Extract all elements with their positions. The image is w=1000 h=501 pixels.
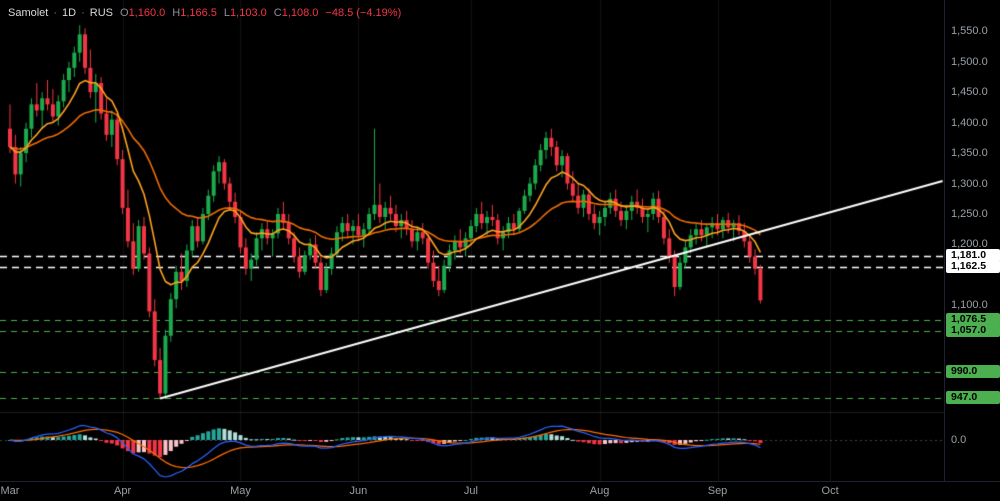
month-label: Oct [821, 485, 839, 497]
price-level-badge-green[interactable]: 947.0 [946, 391, 1000, 405]
price-level-badge-white[interactable]: 1,162.5 [946, 260, 1000, 274]
price-tick-label: 1,400.0 [951, 116, 988, 129]
symbol-name[interactable]: Samolet [8, 7, 49, 19]
ohlc-open-label: O [120, 7, 129, 19]
ohlc-close-value: 1,108.0 [281, 7, 319, 19]
month-label: May [230, 485, 251, 497]
market-label: RUS [89, 7, 113, 19]
time-axis[interactable]: Mar Apr May Jun Jul Aug Sep Oct [0, 481, 1000, 501]
price-axis[interactable]: 1,550.0 1,500.0 1,450.0 1,400.0 1,350.0 1,300… [944, 0, 1000, 481]
macd-zero-label: 0.0 [951, 434, 967, 446]
interval-label[interactable]: 1D [62, 7, 77, 19]
price-tick-label: 1,300.0 [951, 177, 988, 190]
ohlc-low-label: L [223, 7, 231, 19]
month-label: Jul [463, 485, 478, 497]
legend-separator: · [53, 7, 58, 19]
ohlc-high: H1,166.5 [172, 7, 217, 19]
month-label: Sep [707, 485, 728, 497]
price-tick-label: 1,100.0 [951, 299, 988, 312]
month-label: Apr [113, 485, 132, 497]
price-level-badge-green[interactable]: 1,076.5 [946, 312, 1000, 326]
month-label: Aug [589, 485, 610, 497]
legend-separator: · [81, 7, 85, 19]
change-value: −48.5 (−4.19%) [325, 7, 402, 19]
price-chart-canvas[interactable] [0, 0, 944, 481]
price-level-badge-green[interactable]: 990.0 [946, 365, 1000, 379]
price-tick-label: 1,250.0 [951, 207, 988, 220]
ohlc-close-label: C [273, 7, 282, 19]
price-level-badge-white[interactable]: 1,181.0 [946, 248, 1000, 262]
ohlc-low: L1,103.0 [224, 7, 267, 19]
chart-legend: Samolet · 1D · RUS O1,160.0 H1,166.5 L1,… [8, 7, 401, 19]
price-tick-label: 1,550.0 [951, 25, 988, 38]
price-level-badge-green[interactable]: 1,057.0 [946, 324, 1000, 338]
ohlc-low-value: 1,103.0 [230, 7, 267, 19]
price-tick-label: 1,350.0 [951, 147, 988, 160]
ohlc-high-value: 1,166.5 [180, 7, 217, 19]
month-label: Mar [0, 485, 20, 497]
price-tick-label: 1,450.0 [951, 86, 988, 99]
month-label: Jun [349, 485, 368, 497]
price-tick-label: 1,200.0 [951, 238, 988, 251]
ohlc-open: O1,160.0 [120, 7, 165, 19]
ohlc-open-value: 1,160.0 [128, 7, 166, 19]
price-tick-label: 1,500.0 [951, 55, 988, 68]
ohlc-close: C1,108.0 [274, 7, 319, 19]
ohlc-high-label: H [172, 7, 181, 19]
